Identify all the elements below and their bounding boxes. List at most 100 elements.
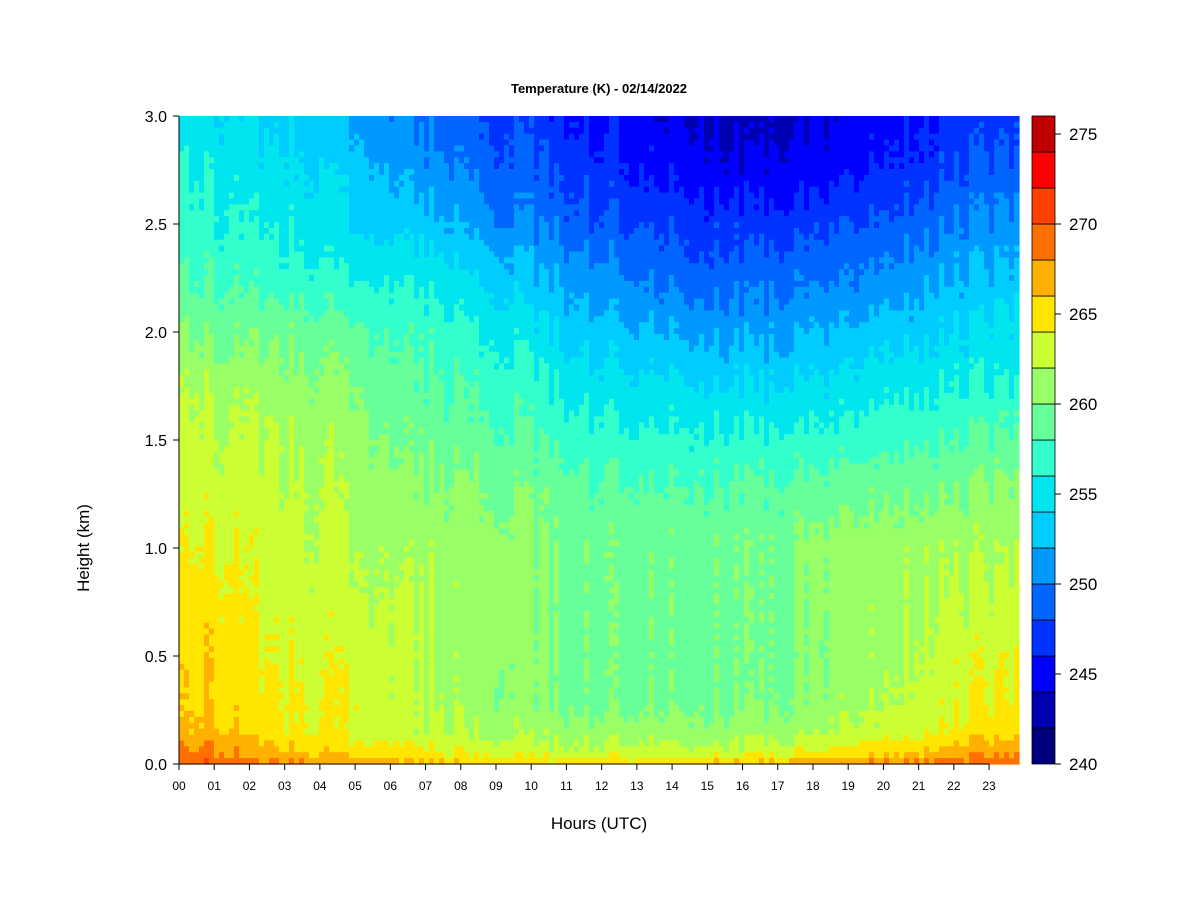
heatmap-cell [319, 305, 325, 311]
heatmap-cell [359, 222, 365, 228]
heatmap-cell [209, 599, 215, 605]
heatmap-cell [199, 487, 205, 493]
heatmap-cell [179, 658, 185, 664]
heatmap-cell [224, 534, 230, 540]
heatmap-cell [344, 116, 350, 122]
heatmap-cell [219, 687, 225, 693]
heatmap-cell [299, 511, 305, 517]
heatmap-cell [369, 210, 375, 216]
heatmap-cell [329, 599, 335, 605]
heatmap-cell [219, 163, 225, 169]
heatmap-cell [239, 646, 245, 652]
heatmap-cell [199, 499, 205, 505]
heatmap-cell [334, 711, 340, 717]
heatmap-cell [204, 682, 210, 688]
heatmap-cell [339, 464, 345, 470]
heatmap-cell [284, 434, 290, 440]
heatmap-cell [284, 605, 290, 611]
heatmap-cell [294, 522, 300, 528]
heatmap-cell [179, 452, 185, 458]
heatmap-cell [394, 522, 400, 528]
heatmap-cell [179, 198, 185, 204]
heatmap-cell [354, 222, 360, 228]
heatmap-cell [219, 522, 225, 528]
heatmap-cell [209, 316, 215, 322]
heatmap-cell [294, 711, 300, 717]
heatmap-cell [244, 570, 250, 576]
heatmap-cell [389, 735, 395, 741]
heatmap-cell [294, 617, 300, 623]
heatmap-cell [339, 375, 345, 381]
heatmap-cell [184, 334, 190, 340]
heatmap-cell [319, 711, 325, 717]
heatmap-cell [334, 269, 340, 275]
heatmap-cell [369, 687, 375, 693]
heatmap-cell [214, 581, 220, 587]
heatmap-cell [259, 481, 265, 487]
heatmap-cell [229, 723, 235, 729]
heatmap-cell [259, 310, 265, 316]
heatmap-cell [264, 676, 270, 682]
heatmap-cell [284, 428, 290, 434]
heatmap-cell [364, 216, 370, 222]
heatmap-cell [399, 145, 405, 151]
heatmap-cell [369, 328, 375, 334]
heatmap-cell [199, 128, 205, 134]
heatmap-cell [189, 440, 195, 446]
heatmap-cell [184, 299, 190, 305]
heatmap-cell [284, 546, 290, 552]
heatmap-cell [314, 499, 320, 505]
heatmap-cell [214, 717, 220, 723]
heatmap-cell [374, 746, 380, 752]
heatmap-cell [339, 717, 345, 723]
heatmap-cell [339, 145, 345, 151]
heatmap-cell [294, 363, 300, 369]
heatmap-cell [354, 181, 360, 187]
heatmap-cell [379, 440, 385, 446]
heatmap-cell [219, 540, 225, 546]
heatmap-cell [209, 552, 215, 558]
heatmap-cell [314, 263, 320, 269]
heatmap-cell [209, 169, 215, 175]
heatmap-cell [369, 558, 375, 564]
heatmap-cell [329, 228, 335, 234]
heatmap-cell [399, 287, 405, 293]
heatmap-cell [344, 358, 350, 364]
heatmap-cell [264, 134, 270, 140]
heatmap-cell [339, 723, 345, 729]
heatmap-cell [224, 475, 230, 481]
heatmap-cell [394, 169, 400, 175]
heatmap-cell [354, 334, 360, 340]
heatmap-cell [254, 446, 260, 452]
heatmap-cell [179, 499, 185, 505]
heatmap-cell [389, 422, 395, 428]
heatmap-cell [224, 251, 230, 257]
heatmap-cell [289, 522, 295, 528]
heatmap-cell [194, 428, 200, 434]
heatmap-cell [339, 593, 345, 599]
heatmap-cell [219, 381, 225, 387]
heatmap-cell [229, 416, 235, 422]
heatmap-cell [239, 328, 245, 334]
heatmap-cell [224, 593, 230, 599]
heatmap-cell [274, 587, 280, 593]
heatmap-cell [249, 151, 255, 157]
heatmap-cell [234, 275, 240, 281]
heatmap-cell [254, 181, 260, 187]
heatmap-cell [394, 181, 400, 187]
heatmap-cell [274, 552, 280, 558]
heatmap-cell [239, 658, 245, 664]
heatmap-cell [219, 634, 225, 640]
heatmap-cell [379, 593, 385, 599]
heatmap-cell [244, 652, 250, 658]
heatmap-cell [304, 145, 310, 151]
heatmap-cell [274, 204, 280, 210]
heatmap-cell [234, 611, 240, 617]
heatmap-cell [314, 145, 320, 151]
heatmap-cell [319, 511, 325, 517]
heatmap-cell [259, 358, 265, 364]
heatmap-cell [254, 363, 260, 369]
heatmap-cell [179, 664, 185, 670]
heatmap-cell [369, 193, 375, 199]
heatmap-cell [294, 446, 300, 452]
